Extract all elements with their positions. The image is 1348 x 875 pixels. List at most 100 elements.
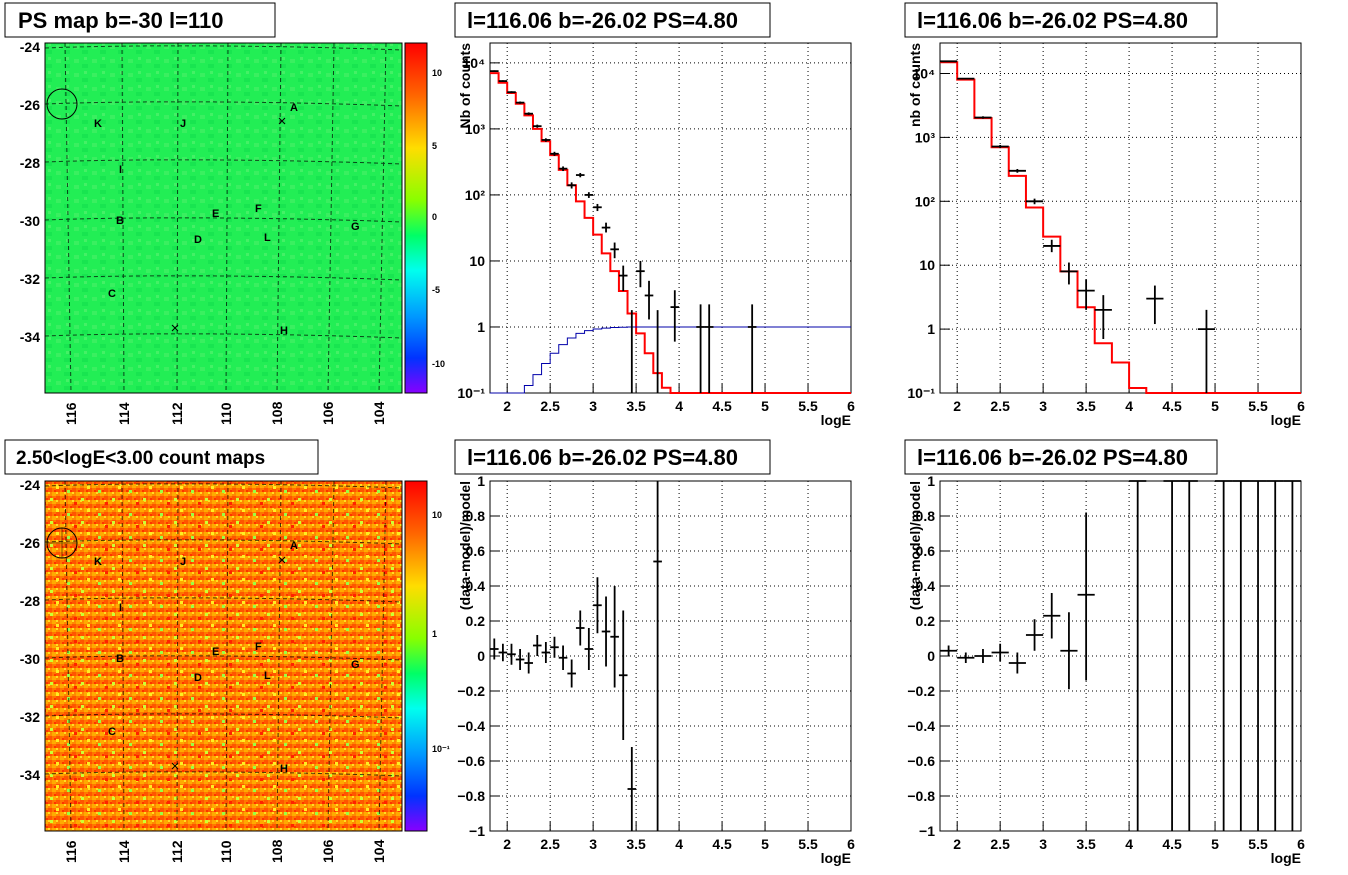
chart-frame bbox=[939, 42, 1302, 394]
source-label-a: A bbox=[290, 102, 298, 114]
y-axis-label: Nb of counts bbox=[457, 43, 473, 129]
source-label-e: E bbox=[212, 208, 219, 220]
y-axis-label: (data-model)/model bbox=[907, 481, 923, 610]
x-tick-label: 6 bbox=[1297, 398, 1305, 414]
map-top-panel: PS map b=-30 l=110 A K J I B E F bbox=[4, 2, 445, 425]
lon-tick: 104 bbox=[371, 839, 387, 863]
x-tick-label: 2.5 bbox=[540, 836, 560, 852]
lon-tick: 116 bbox=[63, 402, 79, 425]
y-tick-label: −0.8 bbox=[907, 788, 935, 804]
x-tick-label: 5.5 bbox=[1248, 836, 1268, 852]
source-label-j: J bbox=[180, 118, 186, 130]
source-label-d: D bbox=[194, 672, 202, 684]
chart-title-box bbox=[454, 2, 771, 38]
lon-tick: 108 bbox=[269, 401, 285, 425]
y-tick-label: 0 bbox=[927, 648, 935, 664]
source-label-l: L bbox=[264, 670, 271, 682]
series-errorbars bbox=[940, 60, 1216, 393]
chart-grid bbox=[940, 43, 1302, 394]
y-tick-label: 10 bbox=[469, 253, 485, 269]
chart-grid bbox=[490, 43, 852, 394]
lat-tick: -26 bbox=[20, 535, 40, 551]
lat-tick: -32 bbox=[20, 271, 40, 287]
x-tick-label: 4.5 bbox=[712, 836, 732, 852]
x-tick-label: 6 bbox=[1297, 836, 1305, 852]
y-tick-label: 0.6 bbox=[466, 543, 486, 559]
series-step-line-1 bbox=[490, 72, 851, 394]
y-tick-label: 10³ bbox=[465, 121, 486, 137]
lat-tick: -24 bbox=[20, 39, 40, 55]
source-label-i: I bbox=[119, 602, 122, 614]
lon-tick: 110 bbox=[218, 402, 234, 425]
map-top-cross-markers bbox=[171, 117, 286, 332]
map-bottom-panel: 2.50<logE<3.00 count maps A K J I bbox=[4, 439, 450, 863]
chart-title: l=116.06 b=-26.02 PS=4.80 bbox=[467, 445, 738, 470]
x-tick-label: 4 bbox=[675, 398, 683, 414]
source-label-e: E bbox=[212, 646, 219, 658]
x-tick-label: 4.5 bbox=[712, 398, 732, 414]
x-tick-label: 5.5 bbox=[798, 398, 818, 414]
source-label-c: C bbox=[108, 726, 116, 738]
y-tick-label: −0.6 bbox=[457, 753, 485, 769]
lat-tick: -34 bbox=[20, 767, 40, 783]
chart-panel-2: l=116.06 b=-26.02 PS=4.80 2 2.5 3 3.5 4 4.5 5 5.… bbox=[904, 2, 1305, 428]
y-tick-label: 0.4 bbox=[916, 578, 936, 594]
x-tick-label: 4 bbox=[675, 836, 683, 852]
y-tick-label: 10⁻¹ bbox=[457, 385, 485, 401]
map-bottom-title-box bbox=[4, 439, 319, 475]
y-tick-label: −1 bbox=[919, 823, 935, 839]
source-label-g: G bbox=[351, 659, 360, 671]
y-tick-label: 0 bbox=[477, 648, 485, 664]
y-tick-label: 10⁴ bbox=[913, 65, 936, 81]
lon-tick: 106 bbox=[320, 401, 336, 425]
chart-title: l=116.06 b=-26.02 PS=4.80 bbox=[467, 8, 738, 33]
y-tick-label: −0.2 bbox=[907, 683, 935, 699]
x-axis-label: logE bbox=[821, 412, 851, 428]
source-label-k: K bbox=[94, 118, 102, 130]
x-tick-label: 5 bbox=[761, 836, 769, 852]
chart-title: l=116.06 b=-26.02 PS=4.80 bbox=[917, 445, 1188, 470]
lon-tick: 112 bbox=[169, 840, 185, 863]
map-bottom-colorbar-ticks: 10 1 10⁻¹ bbox=[432, 510, 450, 754]
x-tick-label: 6 bbox=[847, 836, 855, 852]
source-label-i: I bbox=[119, 164, 122, 176]
lon-tick: 104 bbox=[371, 401, 387, 425]
source-label-b: B bbox=[116, 215, 124, 227]
source-label-f: F bbox=[255, 203, 262, 215]
x-tick-label: 5.5 bbox=[1248, 398, 1268, 414]
map-bottom-colorbar bbox=[404, 480, 428, 832]
colorbar-tick: -5 bbox=[432, 285, 440, 295]
chart-title-box bbox=[454, 439, 771, 475]
map-top-lat-ticks: -24 -26 -28 -30 -32 -34 bbox=[20, 39, 40, 345]
y-tick-label: −0.8 bbox=[457, 788, 485, 804]
map-top-colorbar bbox=[404, 42, 428, 394]
x-tick-label: 2.5 bbox=[990, 398, 1010, 414]
x-tick-label: 4.5 bbox=[1162, 398, 1182, 414]
lat-tick: -26 bbox=[20, 97, 40, 113]
y-tick-label: 0.2 bbox=[916, 613, 936, 629]
lon-tick: 114 bbox=[116, 840, 132, 863]
lat-tick: -30 bbox=[20, 213, 40, 229]
x-axis-label: logE bbox=[821, 850, 851, 866]
y-tick-label: 10⁴ bbox=[463, 55, 486, 71]
map-bottom-cross-markers bbox=[171, 556, 286, 770]
y-tick-label: −0.4 bbox=[457, 718, 485, 734]
map-top-title-box bbox=[4, 2, 276, 38]
y-tick-label: 0.6 bbox=[916, 543, 936, 559]
colorbar-tick: 5 bbox=[432, 141, 437, 151]
lat-tick: -30 bbox=[20, 651, 40, 667]
lat-tick: -24 bbox=[20, 477, 40, 493]
series-errorbars bbox=[940, 480, 1301, 831]
chart-panel-1: l=116.06 b=-26.02 PS=4.80 2 2.5 3 3.5 4 4.5 5 5.… bbox=[454, 2, 855, 428]
x-tick-label: 4.5 bbox=[1162, 836, 1182, 852]
chart-grid bbox=[940, 480, 1302, 832]
lon-tick: 108 bbox=[269, 839, 285, 863]
map-top-source-labels: A K J I B E F G D L C H bbox=[94, 102, 360, 337]
source-label-g: G bbox=[351, 221, 360, 233]
map-top-target-circle bbox=[46, 88, 78, 120]
y-tick-label: 1 bbox=[927, 473, 935, 489]
map-bottom-lat-ticks: -24 -26 -28 -30 -32 -34 bbox=[20, 477, 40, 783]
x-axis-label: logE bbox=[1271, 850, 1301, 866]
y-tick-label: −0.6 bbox=[907, 753, 935, 769]
y-tick-label: −0.2 bbox=[457, 683, 485, 699]
